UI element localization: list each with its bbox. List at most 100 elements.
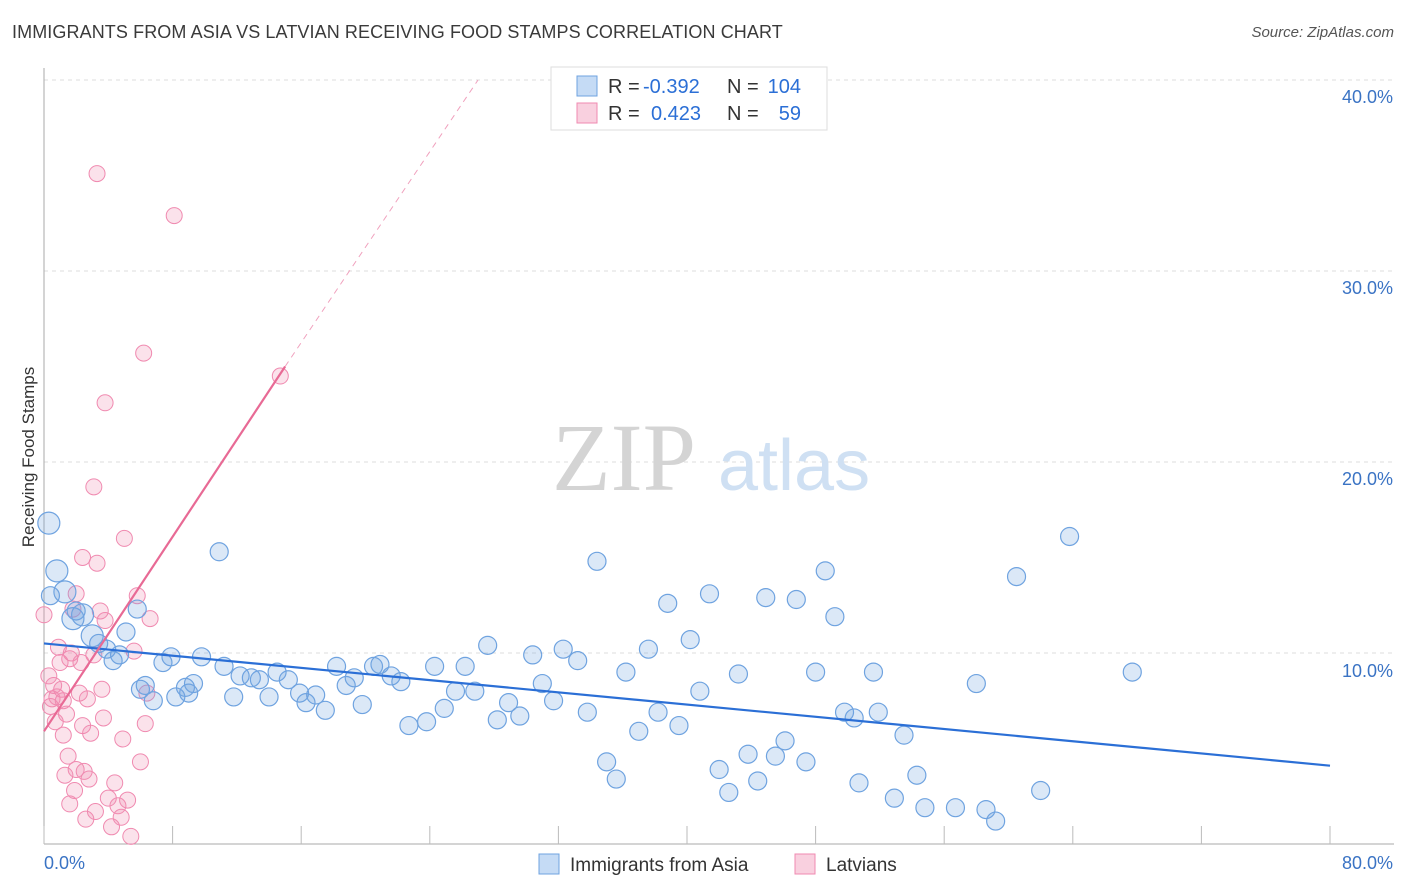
asia-point [315, 700, 335, 720]
asia-trend-line [43, 642, 1331, 767]
asia-point [532, 673, 552, 694]
latvians-point [96, 612, 114, 630]
asia-point [487, 710, 507, 730]
asia-point [116, 622, 136, 642]
asia-point [434, 698, 454, 718]
asia-point [699, 584, 720, 604]
asia-point [296, 693, 316, 713]
latvians-point [138, 684, 156, 702]
legend-swatch-pink [576, 102, 598, 124]
asia-point [267, 662, 287, 682]
latvians-point [78, 690, 96, 708]
asia-point [425, 656, 445, 676]
asia-point [543, 691, 564, 711]
watermark-atlas: atlas [718, 426, 870, 506]
trend-lines [43, 79, 1331, 767]
legend-label-asia: Immigrants from Asia [570, 855, 749, 876]
source-label: Source: ZipAtlas.com [1251, 24, 1394, 41]
latvians-point [61, 650, 79, 668]
asia-point [553, 639, 573, 659]
asia-point [399, 715, 419, 736]
asia-point [336, 675, 356, 696]
asia-point [986, 811, 1006, 831]
asia-point [306, 685, 326, 705]
asia-point [352, 694, 372, 715]
asia-point [616, 662, 636, 682]
gridlines [44, 79, 1394, 654]
asia-point [815, 561, 835, 581]
latvians-point [54, 726, 72, 744]
latvians-trend-line [43, 365, 287, 732]
asia-point [658, 593, 678, 613]
asia-point [1059, 526, 1080, 547]
legend-label-latvians: Latvians [826, 855, 897, 876]
asia-point [249, 670, 270, 690]
asia-point [209, 542, 229, 562]
asia-point [648, 702, 668, 722]
watermark-zip: ZIP [552, 404, 696, 511]
asia-point [728, 664, 749, 684]
asia-point [241, 668, 261, 688]
y-tick-label: 20.0% [1342, 469, 1393, 489]
asia-point [709, 759, 729, 780]
y-tick-label: 40.0% [1342, 87, 1393, 107]
latvians-point [40, 667, 58, 685]
latvians-point [94, 709, 112, 727]
latvians-point [56, 766, 74, 784]
asia-point [680, 630, 700, 650]
latvians-point [115, 529, 133, 547]
asia-point [849, 773, 869, 793]
asia-point [796, 752, 816, 772]
series-legend: Immigrants from Asia Latvians [538, 853, 897, 876]
asia-point [455, 656, 475, 676]
latvians-point [128, 587, 146, 605]
asia-point [1031, 780, 1051, 801]
latvians-point [58, 705, 76, 723]
asia-point [478, 635, 498, 655]
x-tick-label-max: 80.0% [1342, 853, 1393, 873]
legend-n-value: 104 [768, 76, 801, 98]
asia-point [278, 670, 298, 690]
asia-point [894, 725, 914, 745]
asia-point [945, 798, 966, 818]
latvians-point [59, 747, 77, 765]
latvians-point [141, 610, 159, 628]
y-tick-label: 30.0% [1342, 278, 1393, 298]
asia-point [690, 681, 710, 701]
latvians-point [35, 606, 53, 624]
legend-n-value: 59 [779, 103, 801, 125]
correlation-legend: R = -0.392 N = 104 R = 0.423 N = 59 [550, 66, 828, 131]
latvians-point [41, 697, 59, 715]
latvians-point [86, 803, 104, 821]
asia-point [523, 645, 543, 665]
asia-point [127, 599, 147, 619]
asia-point [510, 706, 530, 726]
asia-point [1122, 662, 1142, 682]
asia-point [66, 601, 86, 621]
asia-point [259, 687, 279, 707]
asia-point [805, 662, 826, 682]
asia-point [143, 691, 163, 711]
asia-point [748, 771, 768, 791]
asia-point [786, 589, 806, 610]
asia-point [638, 639, 659, 659]
latvians-point [112, 808, 130, 826]
asia-point [907, 765, 927, 785]
asia-point [577, 702, 597, 722]
x-tick-label-min: 0.0% [44, 853, 85, 873]
latvians-point [114, 730, 132, 748]
asia-point [738, 744, 758, 764]
asia-point [498, 693, 519, 713]
asia-point [391, 672, 411, 692]
legend-swatch-asia [538, 853, 560, 875]
asia-point [629, 721, 649, 741]
latvians-point [61, 795, 79, 813]
asia-point [669, 715, 689, 736]
asia-point [765, 746, 786, 766]
latvians-point [82, 724, 100, 742]
asia-point [45, 559, 69, 583]
asia-point [179, 683, 199, 703]
x-axis-ticks [43, 826, 1331, 844]
asia-point [775, 731, 795, 751]
